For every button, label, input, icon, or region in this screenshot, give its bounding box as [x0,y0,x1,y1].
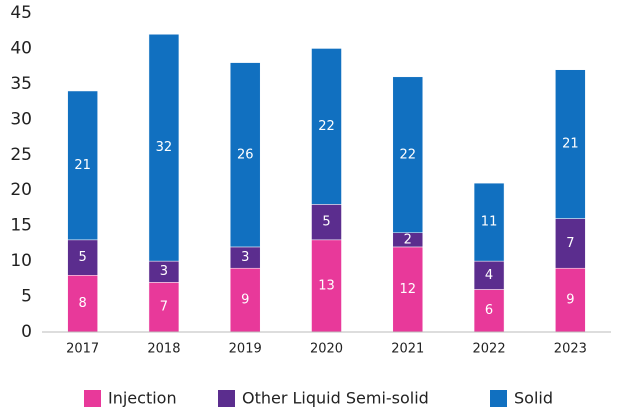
data-label: 11 [481,215,498,230]
x-tick-label: 2022 [473,342,506,357]
data-label: 7 [160,300,168,315]
data-label: 13 [318,278,335,293]
y-tick-label: 10 [10,251,32,271]
legend-swatch [84,390,101,407]
bar-segment [229,62,261,248]
x-tick-label: 2020 [310,342,343,357]
bar-segment [67,90,98,241]
bar-segment [311,239,342,333]
legend-label: Injection [108,389,177,408]
data-label: 32 [156,140,173,155]
bar-segment [148,282,180,333]
bar-segment [555,69,586,219]
legend-swatch [218,390,235,407]
data-label: 21 [562,137,579,152]
data-label: 3 [160,264,168,279]
bar-segment [392,76,424,234]
bar-segment [148,34,180,262]
y-tick-label: 15 [10,216,32,236]
bar-segment [392,246,424,333]
bar-segment [555,267,586,333]
data-label: 22 [400,147,417,162]
bar-segment [311,48,342,205]
data-label: 3 [241,250,249,265]
x-tick-label: 2018 [147,342,180,357]
data-label: 5 [322,215,330,230]
legend-label: Other Liquid Semi-solid [242,389,429,408]
y-tick-label: 30 [10,109,32,129]
data-label: 21 [74,158,91,173]
data-label: 9 [241,293,249,308]
y-tick-label: 0 [21,322,32,342]
x-tick-label: 2019 [229,342,262,357]
data-label: 8 [79,296,87,311]
data-label: 12 [400,282,417,297]
bar-segment [67,239,98,276]
y-tick-label: 45 [10,3,32,23]
data-label: 5 [79,250,87,265]
data-label: 7 [566,236,574,251]
legend-swatch [490,390,507,407]
legend-label: Solid [514,389,553,408]
bar-segment [555,218,586,269]
data-label: 4 [485,268,493,283]
bar-segment [473,260,505,290]
data-label: 26 [237,147,254,162]
y-tick-label: 40 [10,38,32,58]
data-label: 9 [566,293,574,308]
data-label: 22 [318,119,335,134]
x-tick-label: 2017 [66,342,99,357]
x-tick-label: 2021 [391,342,424,357]
x-tick-label: 2023 [554,342,587,357]
bar-segment [311,204,342,241]
bar-segment [473,182,505,262]
y-tick-label: 25 [10,145,32,165]
y-tick-label: 20 [10,180,32,200]
y-tick-label: 35 [10,74,32,94]
y-tick-label: 5 [21,287,32,307]
bar-segment [67,275,98,333]
bar-segment [473,289,505,333]
data-label: 6 [485,303,493,318]
data-label: 2 [404,232,412,247]
